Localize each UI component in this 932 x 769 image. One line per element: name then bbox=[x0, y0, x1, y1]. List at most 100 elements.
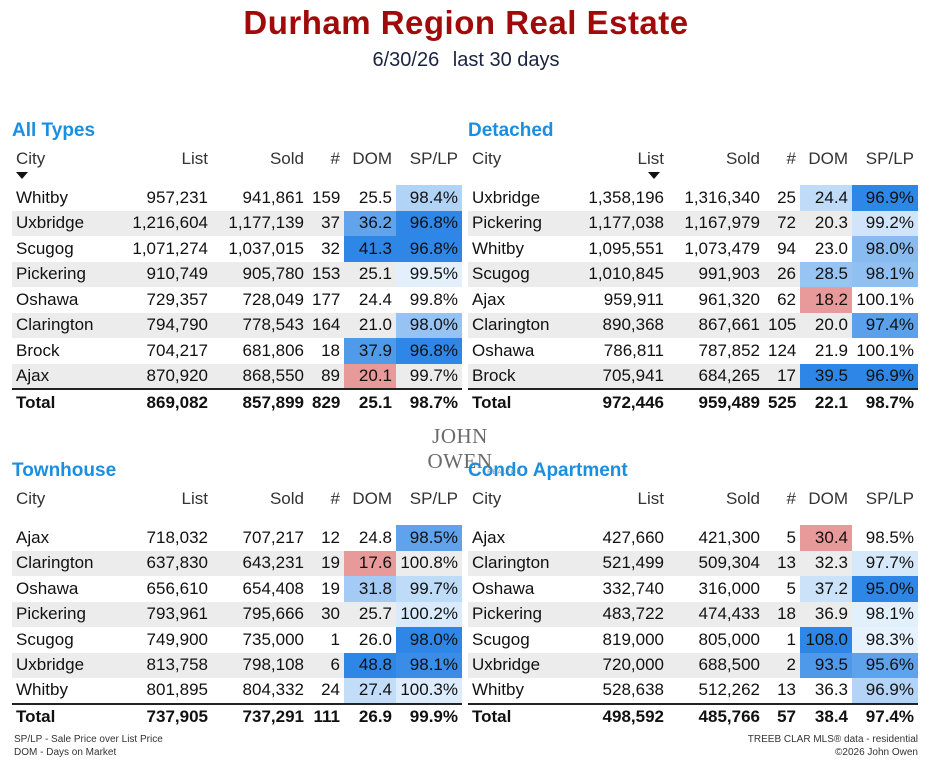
cell-count: 124 bbox=[764, 338, 800, 364]
total-count: 111 bbox=[308, 702, 344, 730]
cell-dom: 37.2 bbox=[800, 576, 852, 602]
column-header-city[interactable]: City bbox=[468, 145, 580, 185]
cell-dom: 36.9 bbox=[800, 601, 852, 627]
column-header-city[interactable]: City bbox=[12, 485, 124, 525]
cell-list: 1,177,038 bbox=[580, 210, 668, 236]
column-header-list[interactable]: List bbox=[124, 145, 212, 185]
cell-splp: 100.8% bbox=[396, 550, 462, 576]
cell-count: 6 bbox=[308, 652, 344, 678]
brand-logo: JOHN OWEN REALTOR bbox=[398, 424, 522, 476]
table-row: Oshawa 786,811 787,852 124 21.9 100.1% bbox=[468, 338, 918, 364]
table-total-row: Total 869,082 857,899 829 25.1 98.7% bbox=[12, 388, 462, 415]
column-header-count[interactable]: # bbox=[308, 485, 344, 525]
cell-sold: 798,108 bbox=[212, 652, 308, 678]
column-header-label: Sold bbox=[269, 149, 304, 168]
cell-sold: 681,806 bbox=[212, 338, 308, 364]
column-header-list[interactable]: List bbox=[124, 485, 212, 525]
cell-count: 19 bbox=[308, 576, 344, 602]
column-header-label: City bbox=[472, 489, 502, 508]
stats-table: City List Sold # DOM SP/LP Ajax 427,660 421,300 5… bbox=[468, 485, 918, 730]
cell-splp: 99.7% bbox=[396, 576, 462, 602]
table-row: Brock 705,941 684,265 17 39.5 96.9% bbox=[468, 363, 918, 389]
cell-splp: 100.1% bbox=[852, 338, 918, 364]
cell-city: Uxbridge bbox=[12, 652, 124, 678]
column-header-count[interactable]: # bbox=[764, 485, 800, 525]
column-header-city[interactable]: City bbox=[12, 145, 124, 185]
cell-list: 793,961 bbox=[124, 601, 212, 627]
table-row: Uxbridge 720,000 688,500 2 93.5 95.6% bbox=[468, 652, 918, 678]
column-header-sold[interactable]: Sold bbox=[212, 485, 308, 525]
sort-descending-icon bbox=[648, 172, 660, 179]
total-list: 498,592 bbox=[580, 702, 668, 730]
column-header-sold[interactable]: Sold bbox=[212, 145, 308, 185]
column-header-label: List bbox=[181, 489, 208, 508]
column-header-city[interactable]: City bbox=[468, 485, 580, 525]
column-header-label: List bbox=[181, 149, 208, 168]
column-header-dom[interactable]: DOM bbox=[800, 485, 852, 525]
column-header-dom[interactable]: DOM bbox=[800, 145, 852, 185]
cell-sold: 509,304 bbox=[668, 550, 764, 576]
cell-list: 786,811 bbox=[580, 338, 668, 364]
cell-dom: 21.9 bbox=[800, 338, 852, 364]
total-dom: 26.9 bbox=[344, 702, 396, 730]
cell-list: 528,638 bbox=[580, 678, 668, 704]
column-header-splp[interactable]: SP/LP bbox=[852, 485, 918, 525]
table-row: Oshawa 656,610 654,408 19 31.8 99.7% bbox=[12, 576, 462, 602]
cell-city: Whitby bbox=[468, 678, 580, 704]
column-header-list[interactable]: List bbox=[580, 485, 668, 525]
table-row: Clarington 637,830 643,231 19 17.6 100.8% bbox=[12, 550, 462, 576]
table-total-row: Total 498,592 485,766 57 38.4 97.4% bbox=[468, 702, 918, 730]
cell-count: 5 bbox=[764, 576, 800, 602]
column-header-count[interactable]: # bbox=[308, 145, 344, 185]
cell-sold: 805,000 bbox=[668, 627, 764, 653]
cell-splp: 95.0% bbox=[852, 576, 918, 602]
cell-count: 5 bbox=[764, 525, 800, 551]
cell-count: 164 bbox=[308, 312, 344, 338]
cell-splp: 96.9% bbox=[852, 363, 918, 389]
total-city: Total bbox=[468, 702, 580, 730]
cell-count: 17 bbox=[764, 363, 800, 389]
column-header-sold[interactable]: Sold bbox=[668, 485, 764, 525]
footer-source: TREEB CLAR MLS® data - residential bbox=[747, 734, 918, 745]
cell-count: 1 bbox=[308, 627, 344, 653]
total-sold: 959,489 bbox=[668, 388, 764, 415]
cell-list: 718,032 bbox=[124, 525, 212, 551]
cell-list: 521,499 bbox=[580, 550, 668, 576]
cell-splp: 97.7% bbox=[852, 550, 918, 576]
column-header-sold[interactable]: Sold bbox=[668, 145, 764, 185]
cell-list: 720,000 bbox=[580, 652, 668, 678]
cell-dom: 25.1 bbox=[344, 261, 396, 287]
column-header-dom[interactable]: DOM bbox=[344, 145, 396, 185]
column-header-splp[interactable]: SP/LP bbox=[396, 485, 462, 525]
cell-city: Scugog bbox=[468, 627, 580, 653]
cell-city: Ajax bbox=[468, 525, 580, 551]
column-header-label: List bbox=[637, 149, 664, 168]
total-dom: 25.1 bbox=[344, 388, 396, 415]
cell-count: 37 bbox=[308, 210, 344, 236]
column-header-label: City bbox=[16, 149, 46, 168]
cell-sold: 795,666 bbox=[212, 601, 308, 627]
cell-city: Ajax bbox=[468, 287, 580, 313]
table-row: Whitby 957,231 941,861 159 25.5 98.4% bbox=[12, 185, 462, 211]
cell-count: 2 bbox=[764, 652, 800, 678]
cell-sold: 643,231 bbox=[212, 550, 308, 576]
cell-count: 18 bbox=[308, 338, 344, 364]
total-count: 829 bbox=[308, 388, 344, 415]
cell-splp: 98.1% bbox=[396, 652, 462, 678]
cell-list: 957,231 bbox=[124, 185, 212, 211]
table-row: Oshawa 332,740 316,000 5 37.2 95.0% bbox=[468, 576, 918, 602]
cell-sold: 905,780 bbox=[212, 261, 308, 287]
panel-condo-apartment: Condo Apartment City List Sold # DOM SP/LP Ajax… bbox=[468, 457, 918, 730]
total-sold: 857,899 bbox=[212, 388, 308, 415]
column-header-label: # bbox=[786, 489, 796, 508]
cell-splp: 98.1% bbox=[852, 261, 918, 287]
table-header-row: City List Sold # DOM SP/LP bbox=[12, 485, 462, 525]
column-header-splp[interactable]: SP/LP bbox=[396, 145, 462, 185]
column-header-count[interactable]: # bbox=[764, 145, 800, 185]
column-header-list[interactable]: List bbox=[580, 145, 668, 185]
column-header-dom[interactable]: DOM bbox=[344, 485, 396, 525]
logo-name: JOHN OWEN bbox=[427, 424, 493, 473]
table-row: Ajax 718,032 707,217 12 24.8 98.5% bbox=[12, 525, 462, 551]
table-row: Ajax 427,660 421,300 5 30.4 98.5% bbox=[468, 525, 918, 551]
column-header-splp[interactable]: SP/LP bbox=[852, 145, 918, 185]
